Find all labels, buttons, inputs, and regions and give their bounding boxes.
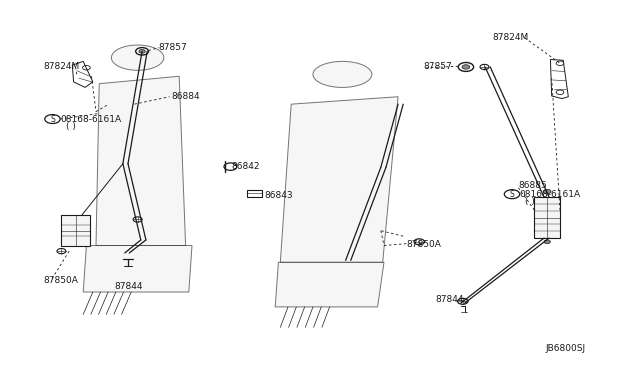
Text: 08168-6161A: 08168-6161A [60, 115, 122, 124]
Text: S: S [50, 115, 55, 124]
Bar [534, 197, 560, 238]
Text: 87850A: 87850A [406, 240, 441, 249]
Text: 87824M: 87824M [493, 33, 529, 42]
Polygon shape [280, 97, 398, 262]
Circle shape [543, 189, 551, 194]
Circle shape [556, 61, 564, 65]
Circle shape [458, 298, 468, 304]
Ellipse shape [111, 45, 164, 70]
Circle shape [458, 62, 474, 71]
Ellipse shape [313, 61, 372, 87]
Bar [247, 190, 262, 197]
Text: 87824M: 87824M [44, 62, 80, 71]
Circle shape [57, 248, 66, 254]
Circle shape [544, 240, 550, 244]
Circle shape [414, 239, 424, 245]
Text: ( ): ( ) [66, 122, 76, 131]
Text: ( ): ( ) [525, 198, 534, 206]
Circle shape [139, 49, 145, 53]
Circle shape [556, 90, 564, 94]
Text: 87844: 87844 [114, 282, 143, 291]
Text: 86884: 86884 [172, 92, 200, 101]
Circle shape [462, 65, 470, 69]
Text: JB6800SJ: JB6800SJ [545, 344, 586, 353]
Polygon shape [275, 262, 384, 307]
Text: 87857: 87857 [424, 62, 452, 71]
Text: 87850A: 87850A [44, 276, 78, 285]
Text: 87857: 87857 [159, 43, 188, 52]
Bar [61, 215, 90, 246]
Polygon shape [96, 76, 186, 246]
Text: 86843: 86843 [264, 191, 293, 200]
Polygon shape [83, 246, 192, 292]
Text: 86885: 86885 [518, 181, 547, 190]
Text: 87844: 87844 [435, 295, 464, 304]
Text: S: S [509, 190, 515, 199]
Circle shape [133, 217, 142, 222]
Circle shape [136, 48, 148, 55]
Circle shape [480, 64, 489, 70]
Text: 86842: 86842 [232, 162, 260, 171]
Text: 08168-6161A: 08168-6161A [520, 190, 581, 199]
